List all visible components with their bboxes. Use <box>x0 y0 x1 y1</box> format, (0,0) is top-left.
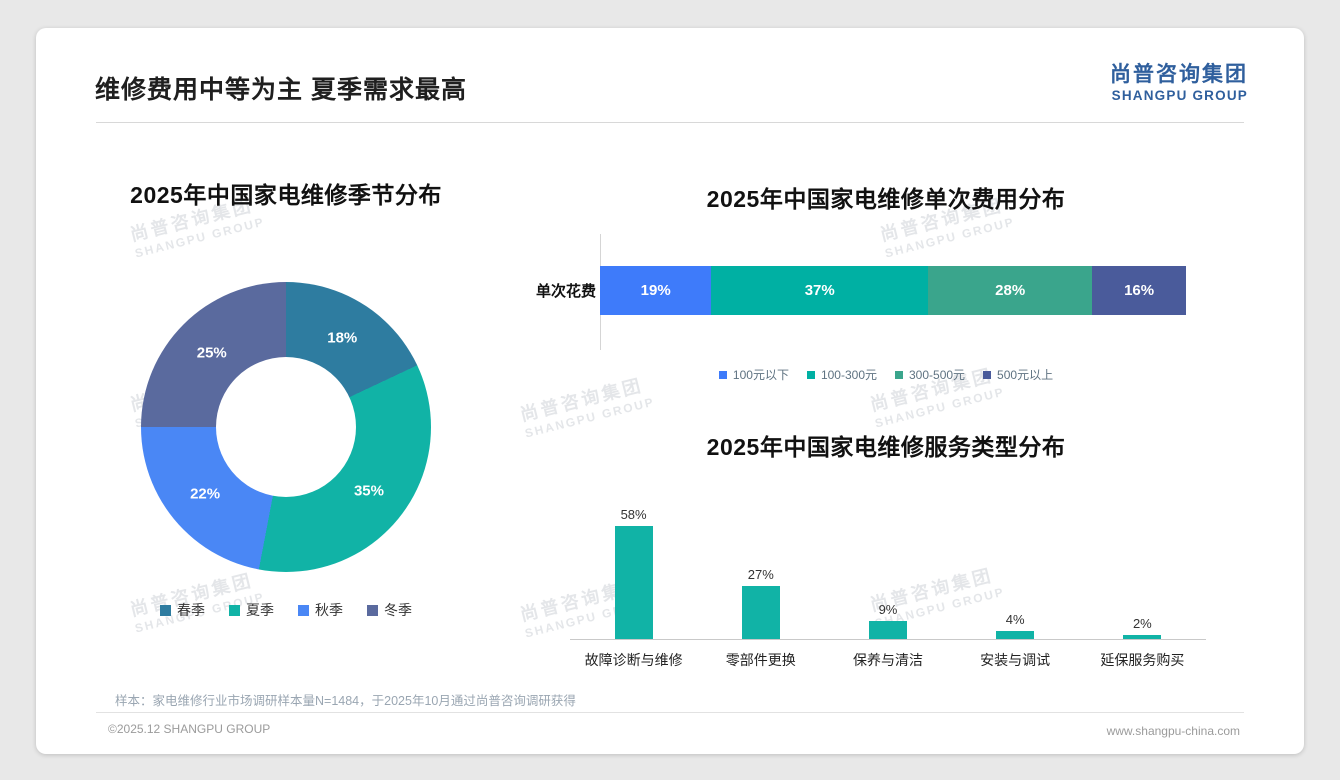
bar-value-label: 4% <box>1005 612 1025 627</box>
bar-column: 27% <box>697 567 824 639</box>
legend-label: 冬季 <box>384 602 412 618</box>
bar-value-label: 9% <box>878 602 898 617</box>
legend-marker <box>806 370 815 379</box>
legend-item-winter: 冬季 <box>367 600 412 620</box>
bar-column: 9% <box>824 602 951 639</box>
cost-distribution-chart: 2025年中国家电维修单次费用分布 单次花费 19% 37% 28% 16% 1… <box>536 168 1236 408</box>
bar-category-label: 延保服务购买 <box>1100 652 1185 668</box>
cost-row-label: 单次花费 <box>536 283 597 300</box>
cost-stacked-row: 单次花费 19% 37% 28% 16% <box>536 266 1236 315</box>
service-chart-title: 2025年中国家电维修服务类型分布 <box>706 434 1066 460</box>
slide-card: 尚普咨询集团 SHANGPU GROUP 尚普咨询集团 SHANGPU GROUP … <box>36 28 1304 754</box>
bar <box>741 586 780 639</box>
bar-category-label: 零部件更换 <box>725 652 796 668</box>
page-title: 维修费用中等为主 夏季需求最高 <box>95 76 467 104</box>
stacked-segment-300-500: 28% <box>928 266 1093 315</box>
donut-slice-label: 18% <box>327 329 358 347</box>
stacked-segment-over500: 16% <box>1092 266 1186 315</box>
bar <box>614 526 653 639</box>
legend-item-over500: 500元以上 <box>983 366 1053 383</box>
service-category-labels: 故障诊断与维修 零部件更换 保养与清洁 安装与调试 延保服务购买 <box>570 650 1206 670</box>
legend-marker <box>367 604 378 616</box>
header: 维修费用中等为主 夏季需求最高 尚普咨询集团 SHANGPU GROUP <box>95 63 1248 106</box>
bar <box>1123 635 1162 639</box>
bar-value-label: 27% <box>747 567 774 582</box>
legend-label: 春季 <box>177 602 205 618</box>
legend-item-summer: 夏季 <box>229 600 274 620</box>
bar-category-label: 故障诊断与维修 <box>584 652 683 668</box>
bar-column: 4% <box>952 612 1079 639</box>
footer-divider <box>96 712 1244 713</box>
seasonal-legend: 春季 夏季 秋季 冬季 <box>76 600 496 620</box>
header-divider <box>96 122 1244 123</box>
legend-item-under100: 100元以下 <box>718 366 789 383</box>
seasonal-donut-wrap: 18% 35% 22% 25% <box>141 282 431 572</box>
segment-value-label: 16% <box>1124 282 1155 299</box>
donut-slice-label: 22% <box>190 485 221 503</box>
bar-value-label: 58% <box>620 507 647 522</box>
bar-value-label: 2% <box>1132 616 1152 631</box>
donut-hole <box>216 357 356 497</box>
bar <box>868 621 907 639</box>
logo-english-name: SHANGPU GROUP <box>1111 88 1248 103</box>
footer-website: www.shangpu-china.com <box>1106 724 1240 738</box>
legend-item-100-300: 100-300元 <box>806 366 877 383</box>
legend-label: 秋季 <box>315 602 343 618</box>
donut-slice-label: 25% <box>196 344 227 362</box>
legend-marker <box>895 370 903 379</box>
bar <box>996 631 1035 639</box>
source-note: 样本：家电维修行业市场调研样本量N=1484，于2025年10月通过尚普咨询调研… <box>115 694 576 708</box>
legend-label: 500元以上 <box>997 368 1054 382</box>
stacked-segment-100-300: 37% <box>711 266 929 315</box>
segment-value-label: 28% <box>995 282 1026 299</box>
legend-item-300-500: 300-500元 <box>895 366 965 383</box>
seasonal-distribution-chart: 2025年中国家电维修季节分布 18% 35% 22% 25% 春季 夏季 秋季… <box>76 176 496 620</box>
seasonal-chart-title: 2025年中国家电维修季节分布 <box>130 182 442 208</box>
legend-label: 夏季 <box>246 602 274 618</box>
cost-stacked-bar: 19% 37% 28% 16% <box>600 266 1186 315</box>
segment-value-label: 37% <box>804 282 835 299</box>
bar-category-label: 安装与调试 <box>980 652 1051 668</box>
legend-marker <box>160 604 171 616</box>
donut-slice-label: 35% <box>353 482 384 500</box>
bar-category-label: 保养与清洁 <box>852 652 923 668</box>
legend-marker <box>983 370 992 379</box>
service-bars-plot: 58% 27% 9% 4% 2% <box>570 476 1206 640</box>
legend-marker <box>229 604 240 616</box>
bar-column: 2% <box>1079 616 1206 639</box>
legend-label: 100元以下 <box>732 368 789 382</box>
legend-marker <box>718 370 727 379</box>
legend-marker <box>298 604 309 616</box>
legend-item-spring: 春季 <box>160 600 205 620</box>
service-type-chart: 2025年中国家电维修服务类型分布 58% 27% 9% 4% 2% 故障诊断与… <box>536 428 1236 688</box>
footer-copyright: ©2025.12 SHANGPU GROUP <box>108 722 271 736</box>
cost-chart-title: 2025年中国家电维修单次费用分布 <box>706 186 1066 212</box>
company-logo: 尚普咨询集团 SHANGPU GROUP <box>1110 58 1248 103</box>
legend-label: 300-500元 <box>909 368 966 382</box>
segment-value-label: 19% <box>640 282 671 299</box>
legend-item-autumn: 秋季 <box>298 600 343 620</box>
bar-column: 58% <box>570 507 697 639</box>
cost-legend: 100元以下 100-300元 300-500元 500元以上 <box>536 366 1236 383</box>
stacked-segment-under100: 19% <box>600 266 712 315</box>
logo-chinese-name: 尚普咨询集团 <box>1110 63 1248 86</box>
legend-label: 100-300元 <box>820 368 877 382</box>
